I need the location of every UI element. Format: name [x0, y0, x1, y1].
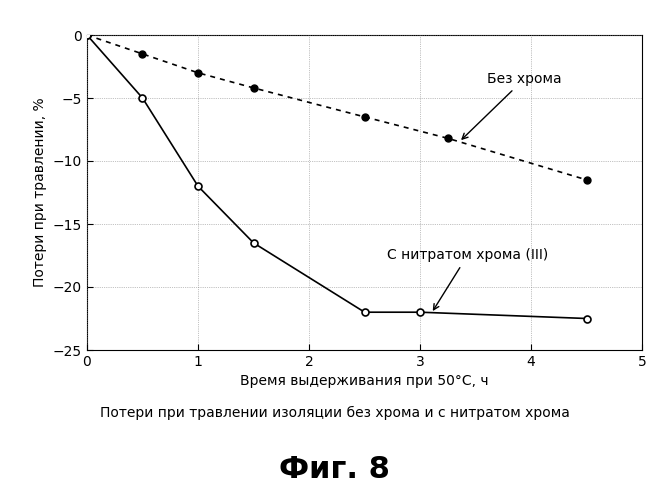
X-axis label: Время выдерживания при 50°C, ч: Время выдерживания при 50°C, ч	[240, 374, 489, 388]
Y-axis label: Потери при травлении, %: Потери при травлении, %	[33, 98, 47, 288]
Text: Фиг. 8: Фиг. 8	[279, 456, 390, 484]
Text: Без хрома: Без хрома	[462, 72, 561, 139]
Text: С нитратом хрома (III): С нитратом хрома (III)	[387, 248, 548, 310]
Text: Потери при травлении изоляции без хрома и с нитратом хрома: Потери при травлении изоляции без хрома …	[100, 406, 569, 419]
